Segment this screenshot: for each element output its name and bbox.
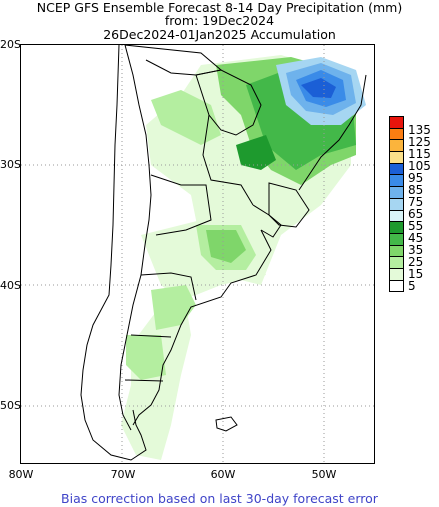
precip-shading (121, 55, 366, 460)
legend-label: 115 (408, 147, 431, 161)
map-title-line2: from: 19Dec2024 (164, 13, 275, 28)
precip-95-core (301, 78, 336, 98)
lon-label-70w: 70W (110, 468, 136, 481)
map-title-line1: NCEP GFS Ensemble Forecast 8-14 Day Prec… (36, 0, 403, 15)
gridlines (21, 45, 374, 463)
lon-label-80w: 80W (8, 468, 34, 481)
precip-25-b (206, 230, 246, 263)
legend-label: 135 (408, 123, 431, 137)
map-canvas (21, 44, 374, 463)
provinces-ne (202, 114, 254, 206)
lat-label-40s: 40S (0, 279, 21, 292)
legend-label: 95 (408, 171, 424, 185)
legend-label: 15 (408, 267, 424, 281)
precip-15-b (151, 90, 221, 145)
precip-light-south (121, 220, 266, 460)
uruguay (268, 182, 310, 228)
lon-label-60w: 60W (210, 468, 236, 481)
legend-label: 125 (408, 135, 431, 149)
legend-label: 35 (408, 243, 424, 257)
lat-label-20s: 20S (0, 38, 21, 51)
brazil-coast (298, 74, 367, 191)
precipitation-map (20, 44, 375, 464)
legend-label: 5 (408, 279, 416, 293)
legend-label: 105 (408, 159, 431, 173)
provinces-mid (150, 174, 212, 236)
coastlines (80, 44, 367, 461)
falklands (215, 416, 238, 432)
legend-label: 25 (408, 255, 424, 269)
map-title-line3: 26Dec2024-01Jan2025 Accumulation (103, 27, 336, 42)
chile-coast (80, 44, 147, 461)
precip-15-d (126, 335, 166, 380)
lat-label-30s: 30S (0, 158, 21, 171)
lat-label-50s: 50S (0, 399, 21, 412)
lon-label-50w: 50W (311, 468, 337, 481)
legend-label: 45 (408, 231, 424, 245)
precip-15-c (151, 285, 196, 330)
provinces-s (140, 272, 197, 301)
provinces-pat (124, 334, 172, 382)
legend-label: 65 (408, 207, 424, 221)
paraguay-border (195, 69, 262, 136)
legend-label: 85 (408, 183, 424, 197)
precip-legend (389, 116, 404, 293)
argentina-atlantic-coast (132, 229, 272, 426)
bias-correction-note: Bias correction based on last 30-day for… (61, 491, 378, 506)
legend-swatch (389, 279, 404, 293)
precip-45-a (236, 135, 276, 170)
legend-label: 55 (408, 219, 424, 233)
bolivia-border (124, 44, 223, 76)
legend-label: 75 (408, 195, 424, 209)
andes-border (118, 44, 152, 431)
